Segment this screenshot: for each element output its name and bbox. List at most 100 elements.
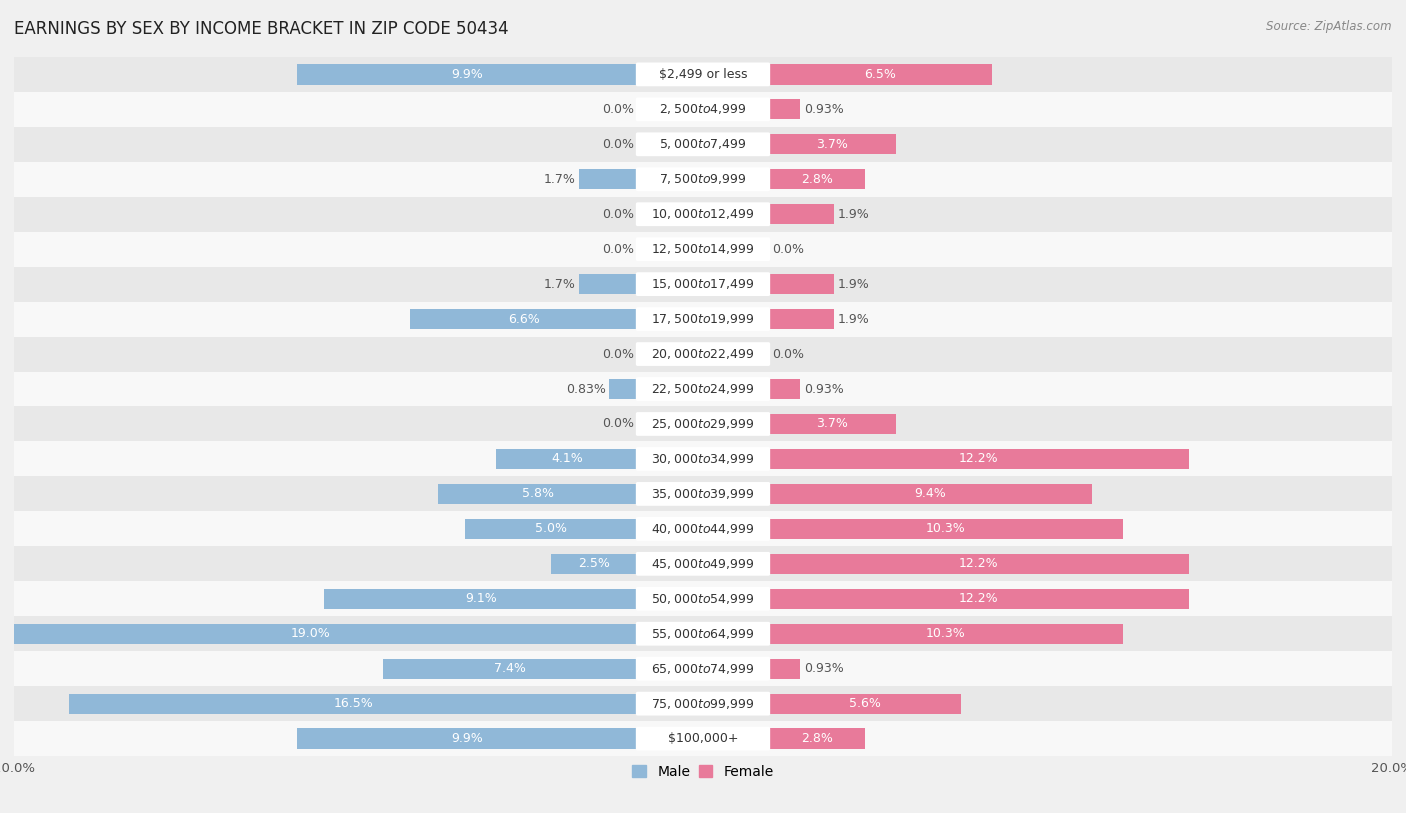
Bar xyxy=(14,127,1392,162)
FancyBboxPatch shape xyxy=(636,377,770,401)
Text: 0.93%: 0.93% xyxy=(804,663,844,675)
Text: 2.8%: 2.8% xyxy=(801,733,832,745)
Bar xyxy=(769,379,800,399)
Bar xyxy=(14,232,1392,267)
Text: $50,000 to $54,999: $50,000 to $54,999 xyxy=(651,592,755,606)
Text: 16.5%: 16.5% xyxy=(333,698,373,710)
Text: 12.2%: 12.2% xyxy=(959,593,998,605)
Bar xyxy=(579,169,637,189)
Bar xyxy=(769,589,1188,609)
Bar xyxy=(769,309,834,329)
Text: $5,000 to $7,499: $5,000 to $7,499 xyxy=(659,137,747,151)
Text: 2.5%: 2.5% xyxy=(578,558,610,570)
Text: 3.7%: 3.7% xyxy=(817,138,848,150)
Bar xyxy=(14,372,1392,406)
Bar xyxy=(297,64,637,85)
Bar xyxy=(14,406,1392,441)
Text: $2,499 or less: $2,499 or less xyxy=(659,68,747,80)
Bar xyxy=(411,309,637,329)
Text: 1.9%: 1.9% xyxy=(838,208,869,220)
Text: 0.0%: 0.0% xyxy=(602,243,634,255)
Text: $15,000 to $17,499: $15,000 to $17,499 xyxy=(651,277,755,291)
Bar xyxy=(609,379,637,399)
Text: $45,000 to $49,999: $45,000 to $49,999 xyxy=(651,557,755,571)
Text: $10,000 to $12,499: $10,000 to $12,499 xyxy=(651,207,755,221)
FancyBboxPatch shape xyxy=(636,412,770,436)
Text: 1.9%: 1.9% xyxy=(838,278,869,290)
Text: 3.7%: 3.7% xyxy=(817,418,848,430)
Text: 10.3%: 10.3% xyxy=(927,628,966,640)
Text: 10.3%: 10.3% xyxy=(927,523,966,535)
Legend: Male, Female: Male, Female xyxy=(627,759,779,784)
Bar xyxy=(14,511,1392,546)
Bar xyxy=(579,274,637,294)
Text: $40,000 to $44,999: $40,000 to $44,999 xyxy=(651,522,755,536)
Bar xyxy=(551,554,637,574)
Text: 1.7%: 1.7% xyxy=(544,278,575,290)
Text: 0.0%: 0.0% xyxy=(602,103,634,115)
Text: 12.2%: 12.2% xyxy=(959,558,998,570)
FancyBboxPatch shape xyxy=(636,342,770,366)
FancyBboxPatch shape xyxy=(636,517,770,541)
Text: 9.9%: 9.9% xyxy=(451,733,482,745)
Bar xyxy=(14,721,1392,756)
Text: $100,000+: $100,000+ xyxy=(668,733,738,745)
FancyBboxPatch shape xyxy=(636,98,770,121)
FancyBboxPatch shape xyxy=(636,552,770,576)
Bar xyxy=(14,651,1392,686)
Bar xyxy=(382,659,637,679)
Text: $2,500 to $4,999: $2,500 to $4,999 xyxy=(659,102,747,116)
Text: $30,000 to $34,999: $30,000 to $34,999 xyxy=(651,452,755,466)
FancyBboxPatch shape xyxy=(636,307,770,331)
Text: 0.0%: 0.0% xyxy=(772,243,804,255)
Text: 0.93%: 0.93% xyxy=(804,383,844,395)
Text: 0.83%: 0.83% xyxy=(565,383,606,395)
Text: 5.6%: 5.6% xyxy=(849,698,880,710)
Bar xyxy=(323,589,637,609)
Bar xyxy=(14,546,1392,581)
Text: $7,500 to $9,999: $7,500 to $9,999 xyxy=(659,172,747,186)
Text: $55,000 to $64,999: $55,000 to $64,999 xyxy=(651,627,755,641)
Bar xyxy=(14,197,1392,232)
Text: 6.5%: 6.5% xyxy=(865,68,897,80)
Bar xyxy=(14,162,1392,197)
Text: 2.8%: 2.8% xyxy=(801,173,832,185)
FancyBboxPatch shape xyxy=(636,727,770,750)
Bar xyxy=(14,337,1392,372)
Bar xyxy=(769,484,1092,504)
Bar xyxy=(769,659,800,679)
Bar xyxy=(769,134,896,154)
Text: 0.93%: 0.93% xyxy=(804,103,844,115)
Bar xyxy=(437,484,637,504)
FancyBboxPatch shape xyxy=(636,272,770,296)
Text: 0.0%: 0.0% xyxy=(602,138,634,150)
Bar xyxy=(14,57,1392,92)
Text: $25,000 to $29,999: $25,000 to $29,999 xyxy=(651,417,755,431)
FancyBboxPatch shape xyxy=(636,657,770,680)
FancyBboxPatch shape xyxy=(636,202,770,226)
Bar xyxy=(769,624,1123,644)
Bar xyxy=(14,476,1392,511)
Text: $12,500 to $14,999: $12,500 to $14,999 xyxy=(651,242,755,256)
Bar xyxy=(769,274,834,294)
FancyBboxPatch shape xyxy=(636,447,770,471)
FancyBboxPatch shape xyxy=(636,622,770,646)
Bar xyxy=(769,693,962,714)
Bar xyxy=(769,99,800,120)
Bar xyxy=(69,693,637,714)
Text: 9.9%: 9.9% xyxy=(451,68,482,80)
Text: EARNINGS BY SEX BY INCOME BRACKET IN ZIP CODE 50434: EARNINGS BY SEX BY INCOME BRACKET IN ZIP… xyxy=(14,20,509,38)
Bar xyxy=(14,302,1392,337)
Text: $17,500 to $19,999: $17,500 to $19,999 xyxy=(651,312,755,326)
Bar xyxy=(769,204,834,224)
Bar xyxy=(14,616,1392,651)
Bar xyxy=(0,624,637,644)
Text: 6.6%: 6.6% xyxy=(508,313,540,325)
FancyBboxPatch shape xyxy=(636,63,770,86)
Text: 1.9%: 1.9% xyxy=(838,313,869,325)
Text: 0.0%: 0.0% xyxy=(602,348,634,360)
Text: $20,000 to $22,499: $20,000 to $22,499 xyxy=(651,347,755,361)
Text: 19.0%: 19.0% xyxy=(291,628,330,640)
Bar xyxy=(496,449,637,469)
Bar xyxy=(14,92,1392,127)
